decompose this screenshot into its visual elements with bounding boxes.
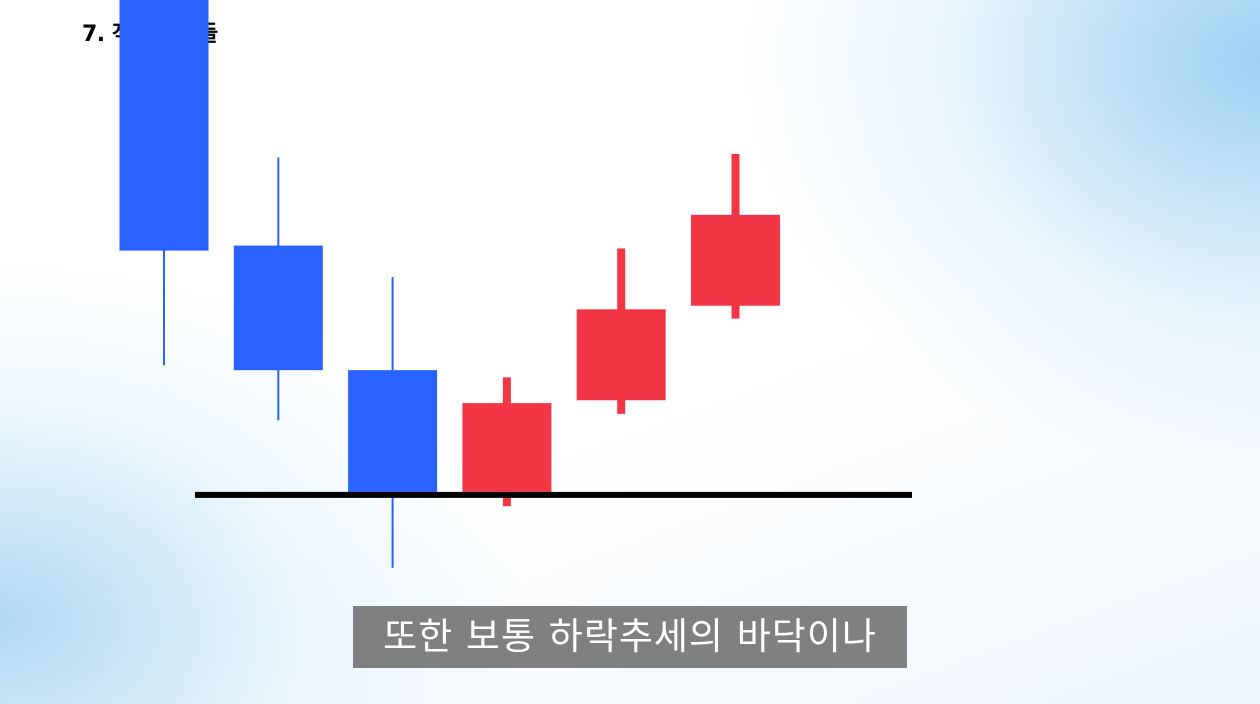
candle-6-body xyxy=(691,214,780,306)
subtitle-caption: 또한 보통 하락추세의 바닥이나 xyxy=(353,606,907,668)
candle-2 xyxy=(233,157,323,421)
candle-1-body xyxy=(119,0,209,251)
candle-1 xyxy=(119,0,209,366)
candle-3-body xyxy=(348,370,438,492)
candle-4 xyxy=(462,377,552,507)
candle-4-body xyxy=(462,403,552,492)
support-line xyxy=(195,491,912,498)
candle-5 xyxy=(576,248,666,414)
candle-6 xyxy=(691,153,780,319)
candle-5-body xyxy=(576,309,666,401)
candle-2-body xyxy=(233,245,323,371)
candle-3 xyxy=(348,277,438,568)
